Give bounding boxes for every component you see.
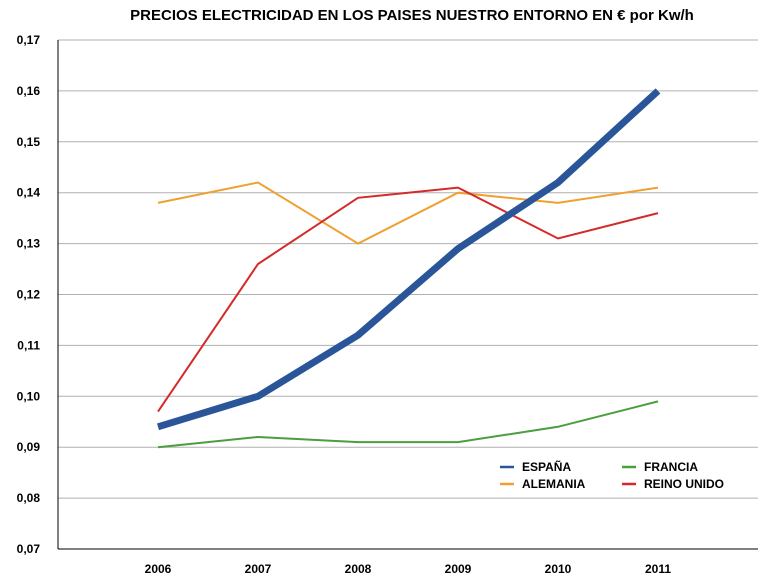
series-line-reino-unido	[157, 186, 659, 413]
series-line-españa	[156, 88, 661, 431]
y-tick-label: 0,11	[17, 338, 40, 352]
x-tick-label: 2007	[245, 562, 272, 576]
series-lines	[156, 88, 661, 449]
series-line-francia	[157, 400, 659, 449]
x-tick-label: 2006	[145, 562, 172, 576]
y-tick-label: 0,14	[17, 186, 41, 200]
legend-label: ALEMANIA	[522, 477, 586, 491]
x-tick-label: 2008	[345, 562, 372, 576]
y-tick-label: 0,15	[17, 135, 41, 149]
y-tick-label: 0,09	[17, 440, 41, 454]
x-tick-label: 2009	[445, 562, 472, 576]
chart-title: PRECIOS ELECTRICIDAD EN LOS PAISES NUEST…	[130, 7, 694, 24]
axes	[57, 40, 758, 550]
series-line-alemania	[157, 181, 659, 245]
y-tick-label: 0,12	[17, 288, 41, 302]
gridlines	[58, 39, 758, 499]
legend-label: FRANCIA	[644, 460, 698, 474]
x-tick-label: 2011	[645, 562, 671, 576]
y-tick-label: 0,17	[17, 33, 41, 47]
y-tick-label: 0,13	[17, 237, 41, 251]
legend-label: REINO UNIDO	[644, 477, 724, 491]
legend: ESPAÑA ALEMANIA FRANCIA REINO UNIDO	[500, 459, 724, 491]
y-tick-label: 0,16	[17, 84, 41, 98]
legend-label: ESPAÑA	[522, 459, 571, 474]
y-tick-label: 0,08	[17, 491, 41, 505]
x-tick-labels: 2006 2007 2008 2009 2010 2011	[145, 562, 672, 576]
y-tick-labels: 0,07 0,08 0,09 0,10 0,11 0,12 0,13 0,14 0,15 0,16…	[17, 33, 41, 556]
x-tick-label: 2010	[545, 562, 572, 576]
y-tick-label: 0,10	[17, 389, 41, 403]
y-tick-label: 0,07	[17, 542, 41, 556]
